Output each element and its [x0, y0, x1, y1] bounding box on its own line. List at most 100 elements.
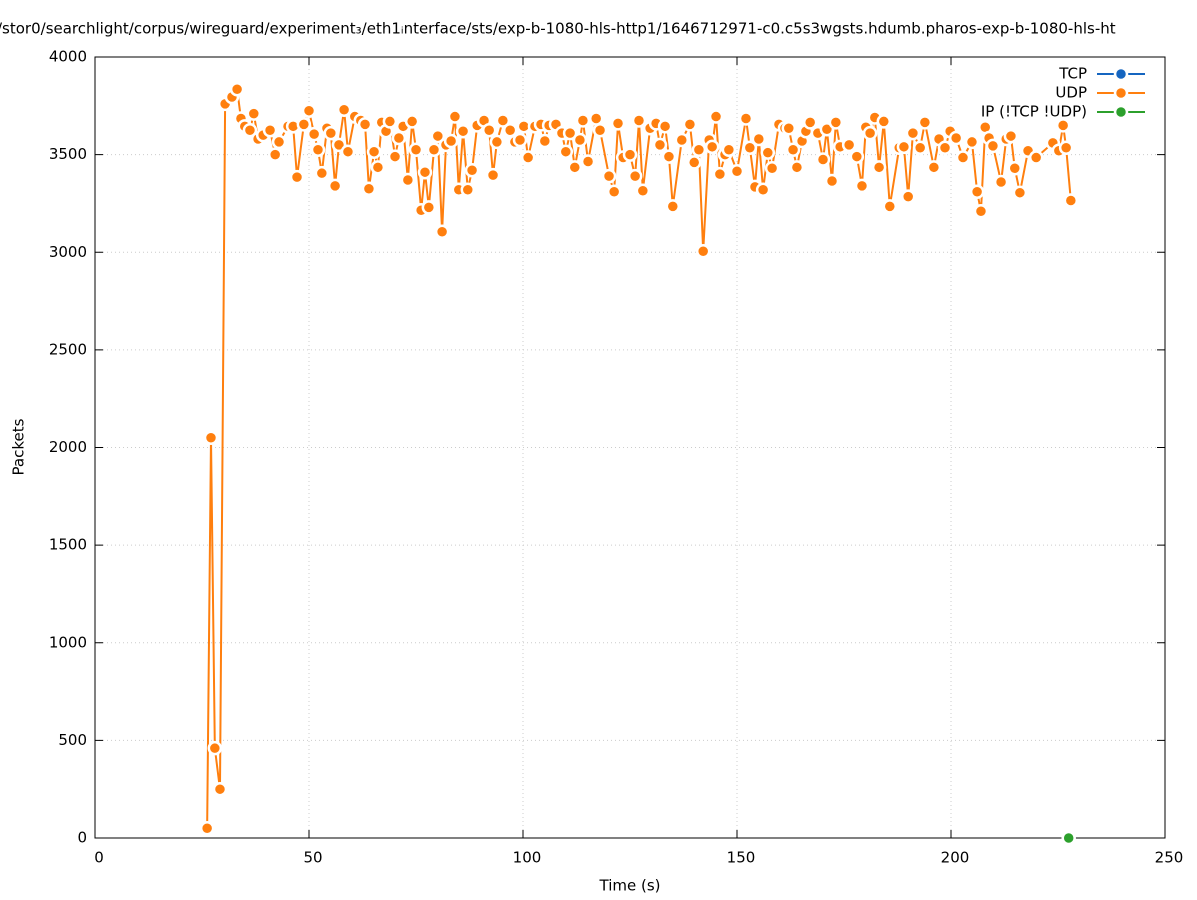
legend-marker [1113, 85, 1129, 101]
point [622, 147, 638, 162]
x-tick-label: 0 [94, 849, 104, 867]
point [1028, 150, 1044, 165]
point [704, 139, 720, 155]
point [1058, 140, 1074, 156]
point [912, 140, 928, 156]
point [558, 144, 574, 159]
point [900, 189, 916, 204]
point [1061, 830, 1076, 846]
point [417, 164, 433, 180]
point [340, 144, 356, 159]
point [323, 125, 339, 141]
point [580, 154, 596, 169]
point [1003, 128, 1019, 144]
point [802, 115, 818, 130]
point [455, 123, 471, 139]
point [199, 820, 215, 836]
point [606, 184, 622, 199]
point [985, 138, 1001, 154]
point [408, 142, 424, 157]
point [1063, 193, 1079, 208]
plot-frame [94, 56, 1166, 839]
x-tick-label: 150 [727, 849, 756, 867]
x-tick-label: 200 [941, 849, 970, 867]
point [824, 173, 840, 189]
point [785, 142, 801, 157]
point [964, 134, 980, 150]
point [207, 740, 223, 756]
point [742, 140, 758, 156]
point [460, 182, 476, 198]
point [937, 140, 953, 156]
legend-label: UDP [1055, 84, 1087, 102]
point [357, 117, 373, 132]
point [661, 149, 677, 164]
point [601, 168, 617, 184]
point [366, 144, 382, 159]
point [751, 131, 767, 147]
point [712, 166, 728, 182]
point [485, 167, 501, 183]
y-tick-label: 1000 [49, 633, 87, 651]
point [871, 160, 887, 175]
point [520, 150, 536, 165]
point [1007, 161, 1023, 176]
x-tick-label: 250 [1155, 849, 1184, 867]
y-tick-label: 500 [58, 731, 87, 749]
point [314, 165, 330, 181]
point [610, 116, 626, 131]
point [434, 224, 450, 239]
point [481, 122, 497, 138]
point [635, 183, 651, 198]
point [430, 128, 446, 144]
point [512, 132, 528, 148]
point [764, 161, 780, 176]
point [969, 184, 985, 199]
point [948, 130, 964, 146]
y-tick-label: 2000 [49, 438, 87, 456]
point [955, 150, 971, 165]
legend-label: IP (!TCP !UDP) [981, 103, 1087, 121]
point [400, 172, 416, 188]
point [489, 134, 505, 150]
point [588, 111, 604, 126]
legend-marker [1113, 104, 1129, 120]
point [229, 81, 245, 97]
point [789, 160, 805, 175]
point [627, 168, 643, 184]
point [665, 199, 681, 214]
point [760, 145, 776, 160]
point [502, 122, 518, 138]
point [464, 162, 480, 178]
point [301, 103, 317, 118]
point [896, 139, 912, 155]
point [721, 142, 737, 157]
point [652, 137, 668, 153]
y-tick-label: 1500 [49, 536, 87, 554]
point [695, 244, 711, 259]
point [327, 178, 343, 194]
y-axis-label: Packets [10, 418, 28, 475]
y-tick-label: 3500 [49, 145, 87, 163]
chart-title: /stor0/searchlight/corpus/wireguard/expe… [0, 20, 1116, 38]
point [212, 781, 228, 797]
point [691, 142, 707, 157]
point [336, 102, 352, 117]
point [708, 109, 724, 124]
point [246, 106, 262, 121]
point [306, 126, 322, 142]
point [592, 122, 608, 138]
point [426, 142, 442, 157]
legend-label: TCP [1058, 65, 1087, 83]
point [443, 133, 459, 149]
point [562, 125, 578, 141]
x-tick-label: 100 [513, 849, 542, 867]
point [567, 160, 583, 175]
point [495, 113, 511, 128]
y-tick-label: 2500 [49, 340, 87, 358]
point [674, 132, 690, 148]
point [370, 160, 386, 175]
point [387, 149, 403, 164]
point [296, 117, 312, 132]
point [657, 119, 673, 134]
